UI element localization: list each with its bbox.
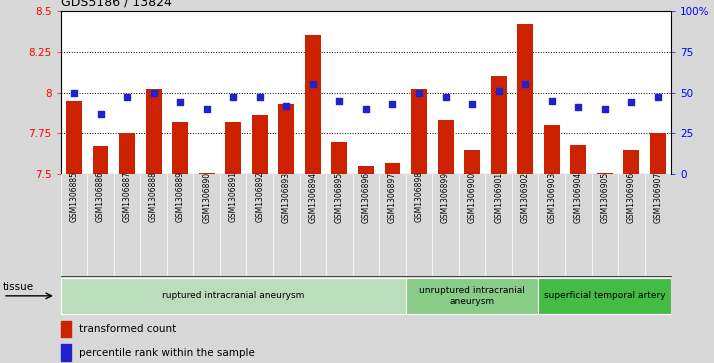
Bar	[385, 163, 401, 174]
Bar	[544, 125, 560, 174]
Point	[360, 106, 371, 112]
Bar	[623, 150, 639, 174]
Point	[201, 106, 212, 112]
Text: unruptured intracranial
aneurysm: unruptured intracranial aneurysm	[419, 286, 525, 306]
Bar	[225, 122, 241, 174]
Point	[652, 94, 663, 100]
Point	[121, 94, 133, 100]
Point	[281, 103, 292, 109]
Bar	[491, 76, 507, 174]
Point	[174, 99, 186, 105]
Bar	[358, 166, 374, 174]
Point	[307, 81, 318, 87]
Text: tissue: tissue	[3, 282, 34, 292]
Text: GDS5186 / 13824: GDS5186 / 13824	[61, 0, 171, 8]
Point	[520, 81, 531, 87]
Bar	[61, 321, 71, 337]
Point	[228, 94, 239, 100]
Point	[413, 90, 425, 95]
Bar	[61, 278, 406, 314]
Bar	[570, 145, 586, 174]
Point	[493, 88, 504, 94]
Point	[95, 111, 106, 117]
Bar	[331, 142, 347, 174]
Point	[573, 104, 584, 110]
Point	[387, 101, 398, 107]
Bar	[198, 173, 215, 174]
Point	[440, 94, 451, 100]
Bar	[464, 150, 480, 174]
Bar	[66, 101, 82, 174]
Text: transformed count: transformed count	[79, 324, 176, 334]
Bar	[406, 278, 538, 314]
Bar	[438, 120, 453, 174]
Point	[69, 90, 80, 95]
Bar	[172, 122, 188, 174]
Bar	[61, 344, 71, 361]
Bar	[517, 24, 533, 174]
Bar	[305, 36, 321, 174]
Text: superficial temporal artery: superficial temporal artery	[544, 291, 665, 300]
Bar	[252, 115, 268, 174]
Point	[333, 98, 345, 103]
Bar	[119, 133, 135, 174]
Point	[625, 99, 637, 105]
Bar	[597, 173, 613, 174]
Point	[546, 98, 558, 103]
Bar	[650, 133, 666, 174]
Point	[148, 90, 159, 95]
Bar	[411, 89, 427, 174]
Text: percentile rank within the sample: percentile rank within the sample	[79, 348, 254, 358]
Bar	[278, 104, 294, 174]
Text: ruptured intracranial aneurysm: ruptured intracranial aneurysm	[162, 291, 304, 300]
Point	[254, 94, 266, 100]
Bar	[538, 278, 671, 314]
Point	[466, 101, 478, 107]
Point	[599, 106, 610, 112]
Bar	[146, 89, 161, 174]
Bar	[93, 147, 109, 174]
